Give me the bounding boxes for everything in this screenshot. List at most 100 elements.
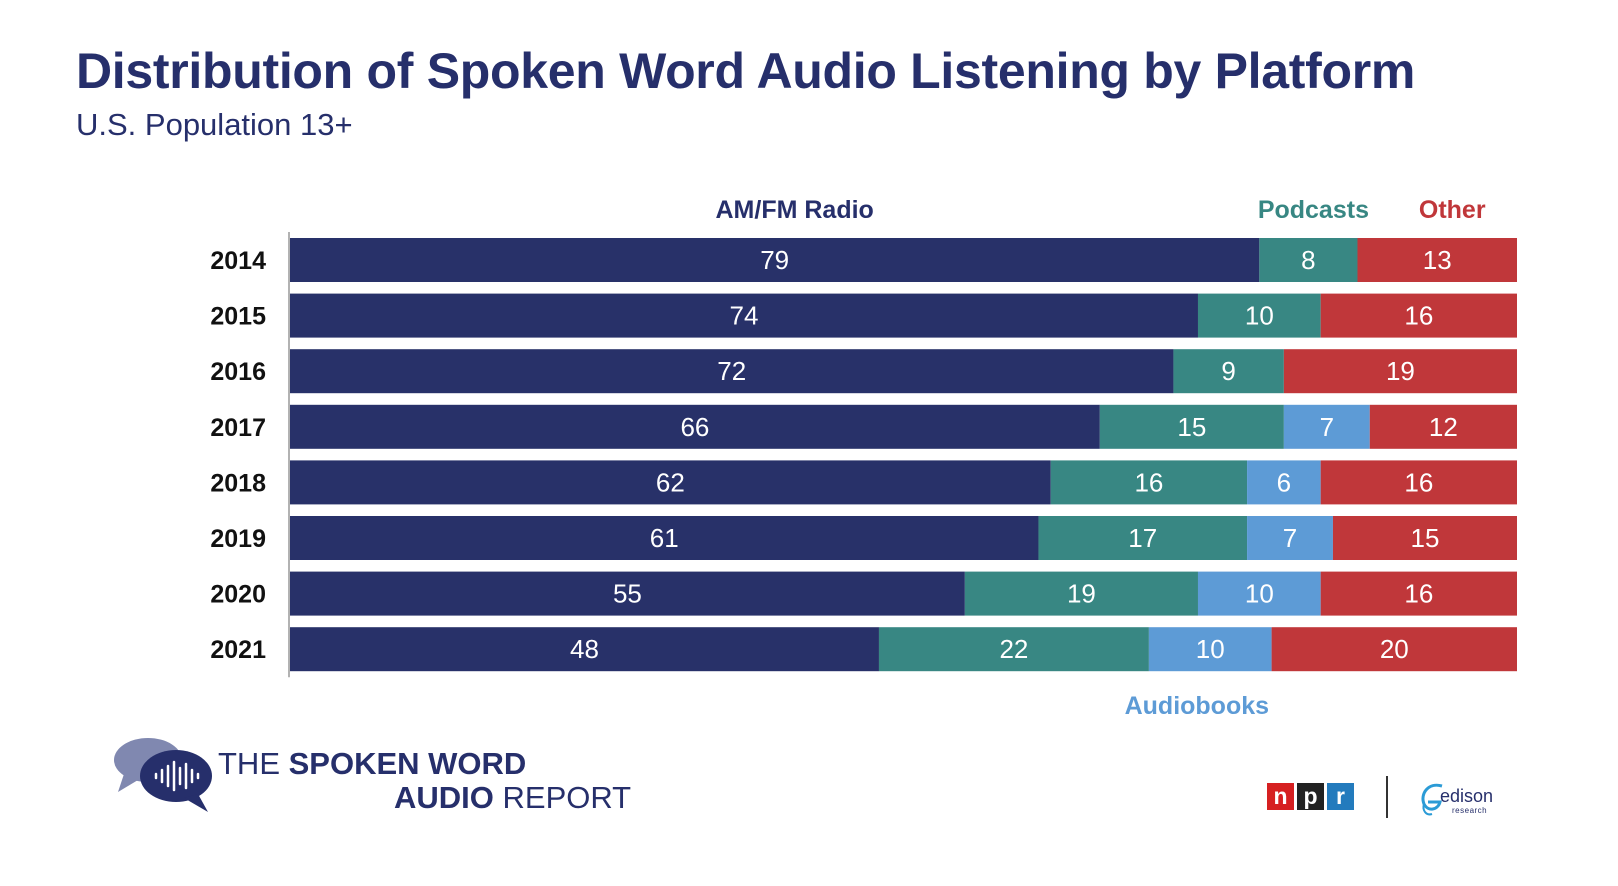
bar-segment-group: 66 <box>290 404 1100 449</box>
brand-spoken-word: SPOKEN WORD <box>288 746 527 781</box>
bar-other-2017 <box>1369 404 1517 449</box>
legend-label-audiobooks: Audiobooks <box>1125 692 1269 720</box>
bar-audiobooks-2020 <box>1197 571 1321 616</box>
y-tick-label-2014: 2014 <box>210 247 266 275</box>
brand-line-2: AUDIO REPORT <box>394 780 631 816</box>
bar-podcasts-2014 <box>1259 238 1358 282</box>
y-tick-label-2018: 2018 <box>210 469 266 497</box>
bar-am-fm-radio-2018 <box>290 460 1051 505</box>
data-label-audiobooks-2019: 7 <box>1283 523 1297 553</box>
bar-segment-group: 8 <box>1259 238 1358 282</box>
data-label-other-2019: 15 <box>1411 523 1440 553</box>
bar-am-fm-radio-2021 <box>290 627 879 672</box>
bar-segment-group: 12 <box>1369 404 1517 449</box>
data-label-podcasts-2017: 15 <box>1177 412 1206 442</box>
y-axis-labels: 2014 2015 2016 2017 2018 2019 2020 2021 <box>210 247 266 664</box>
bar-segment-group: 10 <box>1197 293 1321 338</box>
data-label-other-2018: 16 <box>1404 467 1433 497</box>
bar-am-fm-radio-2020 <box>290 571 965 616</box>
bar-segment-group: 15 <box>1332 516 1517 560</box>
bar-segment-group: 15 <box>1099 404 1284 449</box>
npr-letter-n: n <box>1267 783 1294 810</box>
bar-other-2015 <box>1320 293 1517 338</box>
y-tick-label-2016: 2016 <box>210 358 266 386</box>
y-tick-label-2017: 2017 <box>210 414 266 442</box>
brand-audio: AUDIO <box>394 780 494 815</box>
data-label-podcasts-2014: 8 <box>1301 245 1315 275</box>
bar-segment-group: 16 <box>1320 460 1517 505</box>
bar-segment-group: 6 <box>1247 460 1321 505</box>
bars-group: 79 8 13 74 10 16 72 9 19 66 15 7 12 62 16 6 16 61 17 7 15 55 1… <box>290 238 1517 672</box>
legend-label-other: Other <box>1419 196 1486 224</box>
bar-segment-group: 22 <box>878 627 1149 672</box>
edison-subtitle: research <box>1452 806 1488 815</box>
bar-segment-group: 79 <box>290 238 1260 282</box>
brand-line-1: THE SPOKEN WORD <box>218 746 526 782</box>
data-label-am-fm-radio-2018: 62 <box>656 467 685 497</box>
bar-audiobooks-2021 <box>1148 627 1272 672</box>
bar-am-fm-radio-2014 <box>290 238 1260 282</box>
bar-podcasts-2017 <box>1099 404 1284 449</box>
soundwave-icon <box>154 760 200 792</box>
bar-other-2014 <box>1357 238 1517 282</box>
data-label-podcasts-2019: 17 <box>1128 523 1157 553</box>
bar-other-2019 <box>1332 516 1517 560</box>
spoken-word-audio-report-logo: THE SPOKEN WORD AUDIO REPORT <box>114 736 674 826</box>
bar-segment-group: 74 <box>290 293 1198 338</box>
y-tick-label-2015: 2015 <box>210 303 266 331</box>
y-tick-label-2020: 2020 <box>210 581 266 609</box>
bar-other-2020 <box>1320 571 1517 616</box>
data-label-audiobooks-2020: 10 <box>1245 579 1274 609</box>
bar-podcasts-2021 <box>878 627 1149 672</box>
bar-segment-group: 19 <box>1283 349 1517 394</box>
bar-podcasts-2020 <box>964 571 1198 616</box>
data-label-audiobooks-2021: 10 <box>1196 634 1225 664</box>
data-label-am-fm-radio-2020: 55 <box>613 579 642 609</box>
bar-podcasts-2018 <box>1050 460 1248 505</box>
bar-segment-group: 48 <box>290 627 879 672</box>
npr-letter-r: r <box>1327 783 1354 810</box>
bar-segment-group: 7 <box>1247 516 1333 560</box>
brand-report: REPORT <box>493 780 632 815</box>
data-label-podcasts-2018: 16 <box>1134 467 1163 497</box>
data-label-am-fm-radio-2014: 79 <box>760 245 789 275</box>
data-label-other-2021: 20 <box>1380 634 1409 664</box>
bar-other-2016 <box>1283 349 1517 394</box>
data-label-audiobooks-2018: 6 <box>1277 467 1291 497</box>
bar-am-fm-radio-2017 <box>290 404 1100 449</box>
chart-title: Distribution of Spoken Word Audio Listen… <box>76 43 1416 99</box>
data-label-am-fm-radio-2021: 48 <box>570 634 599 664</box>
edison-wordmark: edison <box>1440 786 1494 806</box>
bar-segment-group: 16 <box>1320 571 1517 616</box>
data-label-other-2020: 16 <box>1404 579 1433 609</box>
data-label-am-fm-radio-2017: 66 <box>680 412 709 442</box>
bar-segment-group: 10 <box>1197 571 1321 616</box>
bar-segment-group: 16 <box>1050 460 1248 505</box>
bar-am-fm-radio-2019 <box>290 516 1039 560</box>
npr-logo: n p r <box>1267 783 1354 810</box>
y-tick-label-2021: 2021 <box>210 636 266 664</box>
legend-label-am-fm-radio: AM/FM Radio <box>716 196 874 224</box>
speech-bubbles-icon <box>114 738 212 812</box>
bar-segment-group: 72 <box>290 349 1174 394</box>
bar-segment-group: 55 <box>290 571 965 616</box>
npr-letter-p: p <box>1297 783 1324 810</box>
bar-audiobooks-2017 <box>1283 404 1370 449</box>
bar-other-2018 <box>1320 460 1517 505</box>
data-label-am-fm-radio-2019: 61 <box>650 523 679 553</box>
bar-podcasts-2019 <box>1038 516 1248 560</box>
data-label-audiobooks-2017: 7 <box>1320 412 1334 442</box>
edison-research-logo: edison research <box>1418 780 1508 820</box>
data-label-podcasts-2015: 10 <box>1245 301 1274 331</box>
bar-podcasts-2016 <box>1173 349 1284 394</box>
data-label-podcasts-2021: 22 <box>999 634 1028 664</box>
bar-audiobooks-2019 <box>1247 516 1333 560</box>
bar-other-2021 <box>1271 627 1517 672</box>
bar-segment-group: 10 <box>1148 627 1272 672</box>
data-label-other-2016: 19 <box>1386 356 1415 386</box>
bar-segment-group: 20 <box>1271 627 1517 672</box>
bar-segment-group: 7 <box>1283 404 1370 449</box>
logo-divider <box>1386 776 1388 818</box>
data-label-podcasts-2020: 19 <box>1067 579 1096 609</box>
